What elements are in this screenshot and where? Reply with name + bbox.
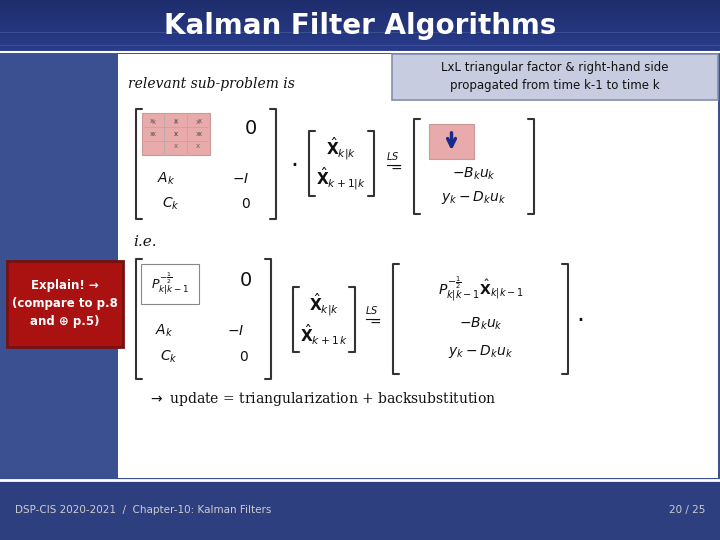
Bar (0, 34, 720, 35)
Bar (142, 113, 210, 155)
Bar (0, 4, 720, 5)
Text: $-I$: $-I$ (233, 172, 250, 186)
Bar (0, 51, 720, 52)
Text: x: x (198, 131, 202, 137)
Text: 0: 0 (240, 272, 252, 291)
Bar (0, 43, 720, 44)
Bar (0, 47, 720, 48)
Text: $\hat{\mathbf{X}}_{k+1\,k}$: $\hat{\mathbf{X}}_{k+1\,k}$ (300, 323, 348, 347)
Text: 20 / 25: 20 / 25 (669, 505, 705, 515)
Text: $\hat{\mathbf{X}}_{k|k}$: $\hat{\mathbf{X}}_{k|k}$ (326, 136, 356, 163)
Bar (429, 124, 474, 159)
Bar (0, 48, 720, 49)
Bar (0, 9, 720, 10)
Bar (0, 18, 720, 19)
Text: $y_k - D_k u_k$: $y_k - D_k u_k$ (441, 188, 507, 206)
Text: relevant sub-problem is: relevant sub-problem is (128, 77, 295, 91)
Text: x: x (174, 131, 178, 137)
Bar (0, 38, 720, 39)
Text: $\hat{\mathbf{X}}_{k|k}$: $\hat{\mathbf{X}}_{k|k}$ (309, 292, 339, 319)
Bar (0, 19, 720, 21)
Text: $C_k$: $C_k$ (162, 196, 180, 212)
Bar (0, 29, 720, 30)
Text: x: x (152, 131, 156, 137)
Bar (0, 42, 720, 43)
Text: DSP-CIS 2020-2021  /  Chapter-10: Kalman Filters: DSP-CIS 2020-2021 / Chapter-10: Kalman F… (15, 505, 271, 515)
Bar (0, 16, 720, 17)
Bar (0, 6, 720, 8)
Bar (0, 44, 720, 45)
Bar (0, 10, 720, 12)
Bar (0, 22, 720, 23)
Text: x: x (150, 118, 154, 124)
Text: i.e.: i.e. (133, 235, 157, 249)
Bar (0, 17, 720, 18)
Bar (0, 36, 720, 38)
Bar (0, 8, 720, 9)
Bar (0, 5, 720, 6)
Text: x: x (174, 143, 178, 148)
Bar (0, 21, 720, 22)
Bar (0, 3, 720, 4)
Bar (0, 32, 720, 34)
Text: $LS$: $LS$ (365, 304, 378, 316)
Text: $-B_k u_k$: $-B_k u_k$ (459, 316, 503, 332)
Text: x: x (150, 131, 154, 137)
Text: 0: 0 (242, 197, 251, 211)
Text: $=$: $=$ (388, 160, 402, 174)
Bar (141, 264, 199, 304)
Text: $P_{k|k-1}^{-\frac{1}{2}}$: $P_{k|k-1}^{-\frac{1}{2}}$ (151, 271, 189, 297)
Text: $=$: $=$ (367, 314, 382, 328)
Bar (0, 14, 720, 16)
Text: x: x (196, 143, 200, 148)
Bar (0, 28, 720, 29)
Text: 0: 0 (240, 350, 248, 364)
Bar (0, 40, 720, 42)
Text: $\rightarrow$ update = triangularization + backsubstitution: $\rightarrow$ update = triangularization… (148, 390, 496, 408)
Text: $\cdot$: $\cdot$ (577, 307, 584, 331)
Bar (0, 25, 720, 26)
Text: x: x (196, 119, 200, 125)
Bar (0, 13, 720, 14)
FancyBboxPatch shape (392, 54, 718, 100)
Text: x: x (174, 119, 178, 125)
Text: $\hat{\mathbf{X}}_{k+1|k}$: $\hat{\mathbf{X}}_{k+1|k}$ (317, 166, 366, 192)
Bar (0, 30, 720, 31)
Text: $LS$: $LS$ (386, 150, 400, 162)
Text: x: x (152, 119, 156, 125)
Bar (0, 0, 720, 1)
Bar (0, 26, 720, 28)
FancyBboxPatch shape (7, 261, 123, 347)
Text: LxL triangular factor & right-hand side
propagated from time k-1 to time k: LxL triangular factor & right-hand side … (441, 62, 669, 92)
Bar (0, 480, 720, 540)
Bar (0, 35, 720, 36)
Bar (0, 49, 720, 51)
Text: $A_k$: $A_k$ (155, 323, 173, 339)
Text: Explain! →
(compare to p.8
and ⊕ p.5): Explain! → (compare to p.8 and ⊕ p.5) (12, 280, 118, 328)
Text: x: x (174, 131, 178, 137)
Text: x: x (174, 118, 178, 124)
Bar (0, 31, 720, 32)
Text: $y_k - D_k u_k$: $y_k - D_k u_k$ (448, 343, 513, 361)
Bar (0, 12, 720, 13)
Text: $-I$: $-I$ (228, 324, 245, 338)
Text: $\cdot$: $\cdot$ (290, 152, 297, 176)
Bar (0, 23, 720, 25)
Bar (0, 39, 720, 40)
Text: $P_{k|k-1}^{-\frac{1}{2}}\hat{\mathbf{X}}_{k|k-1}$: $P_{k|k-1}^{-\frac{1}{2}}\hat{\mathbf{X}… (438, 275, 523, 303)
Text: 0: 0 (245, 119, 257, 138)
Bar (0, 45, 720, 47)
Text: x: x (196, 131, 200, 137)
Text: $A_k$: $A_k$ (157, 171, 175, 187)
Text: x: x (198, 118, 202, 124)
Text: Kalman Filter Algorithms: Kalman Filter Algorithms (164, 12, 556, 40)
Text: $-B_k u_k$: $-B_k u_k$ (452, 166, 496, 182)
Bar (0, 1, 720, 3)
Text: $C_k$: $C_k$ (160, 349, 178, 365)
Bar (118, 54, 718, 478)
